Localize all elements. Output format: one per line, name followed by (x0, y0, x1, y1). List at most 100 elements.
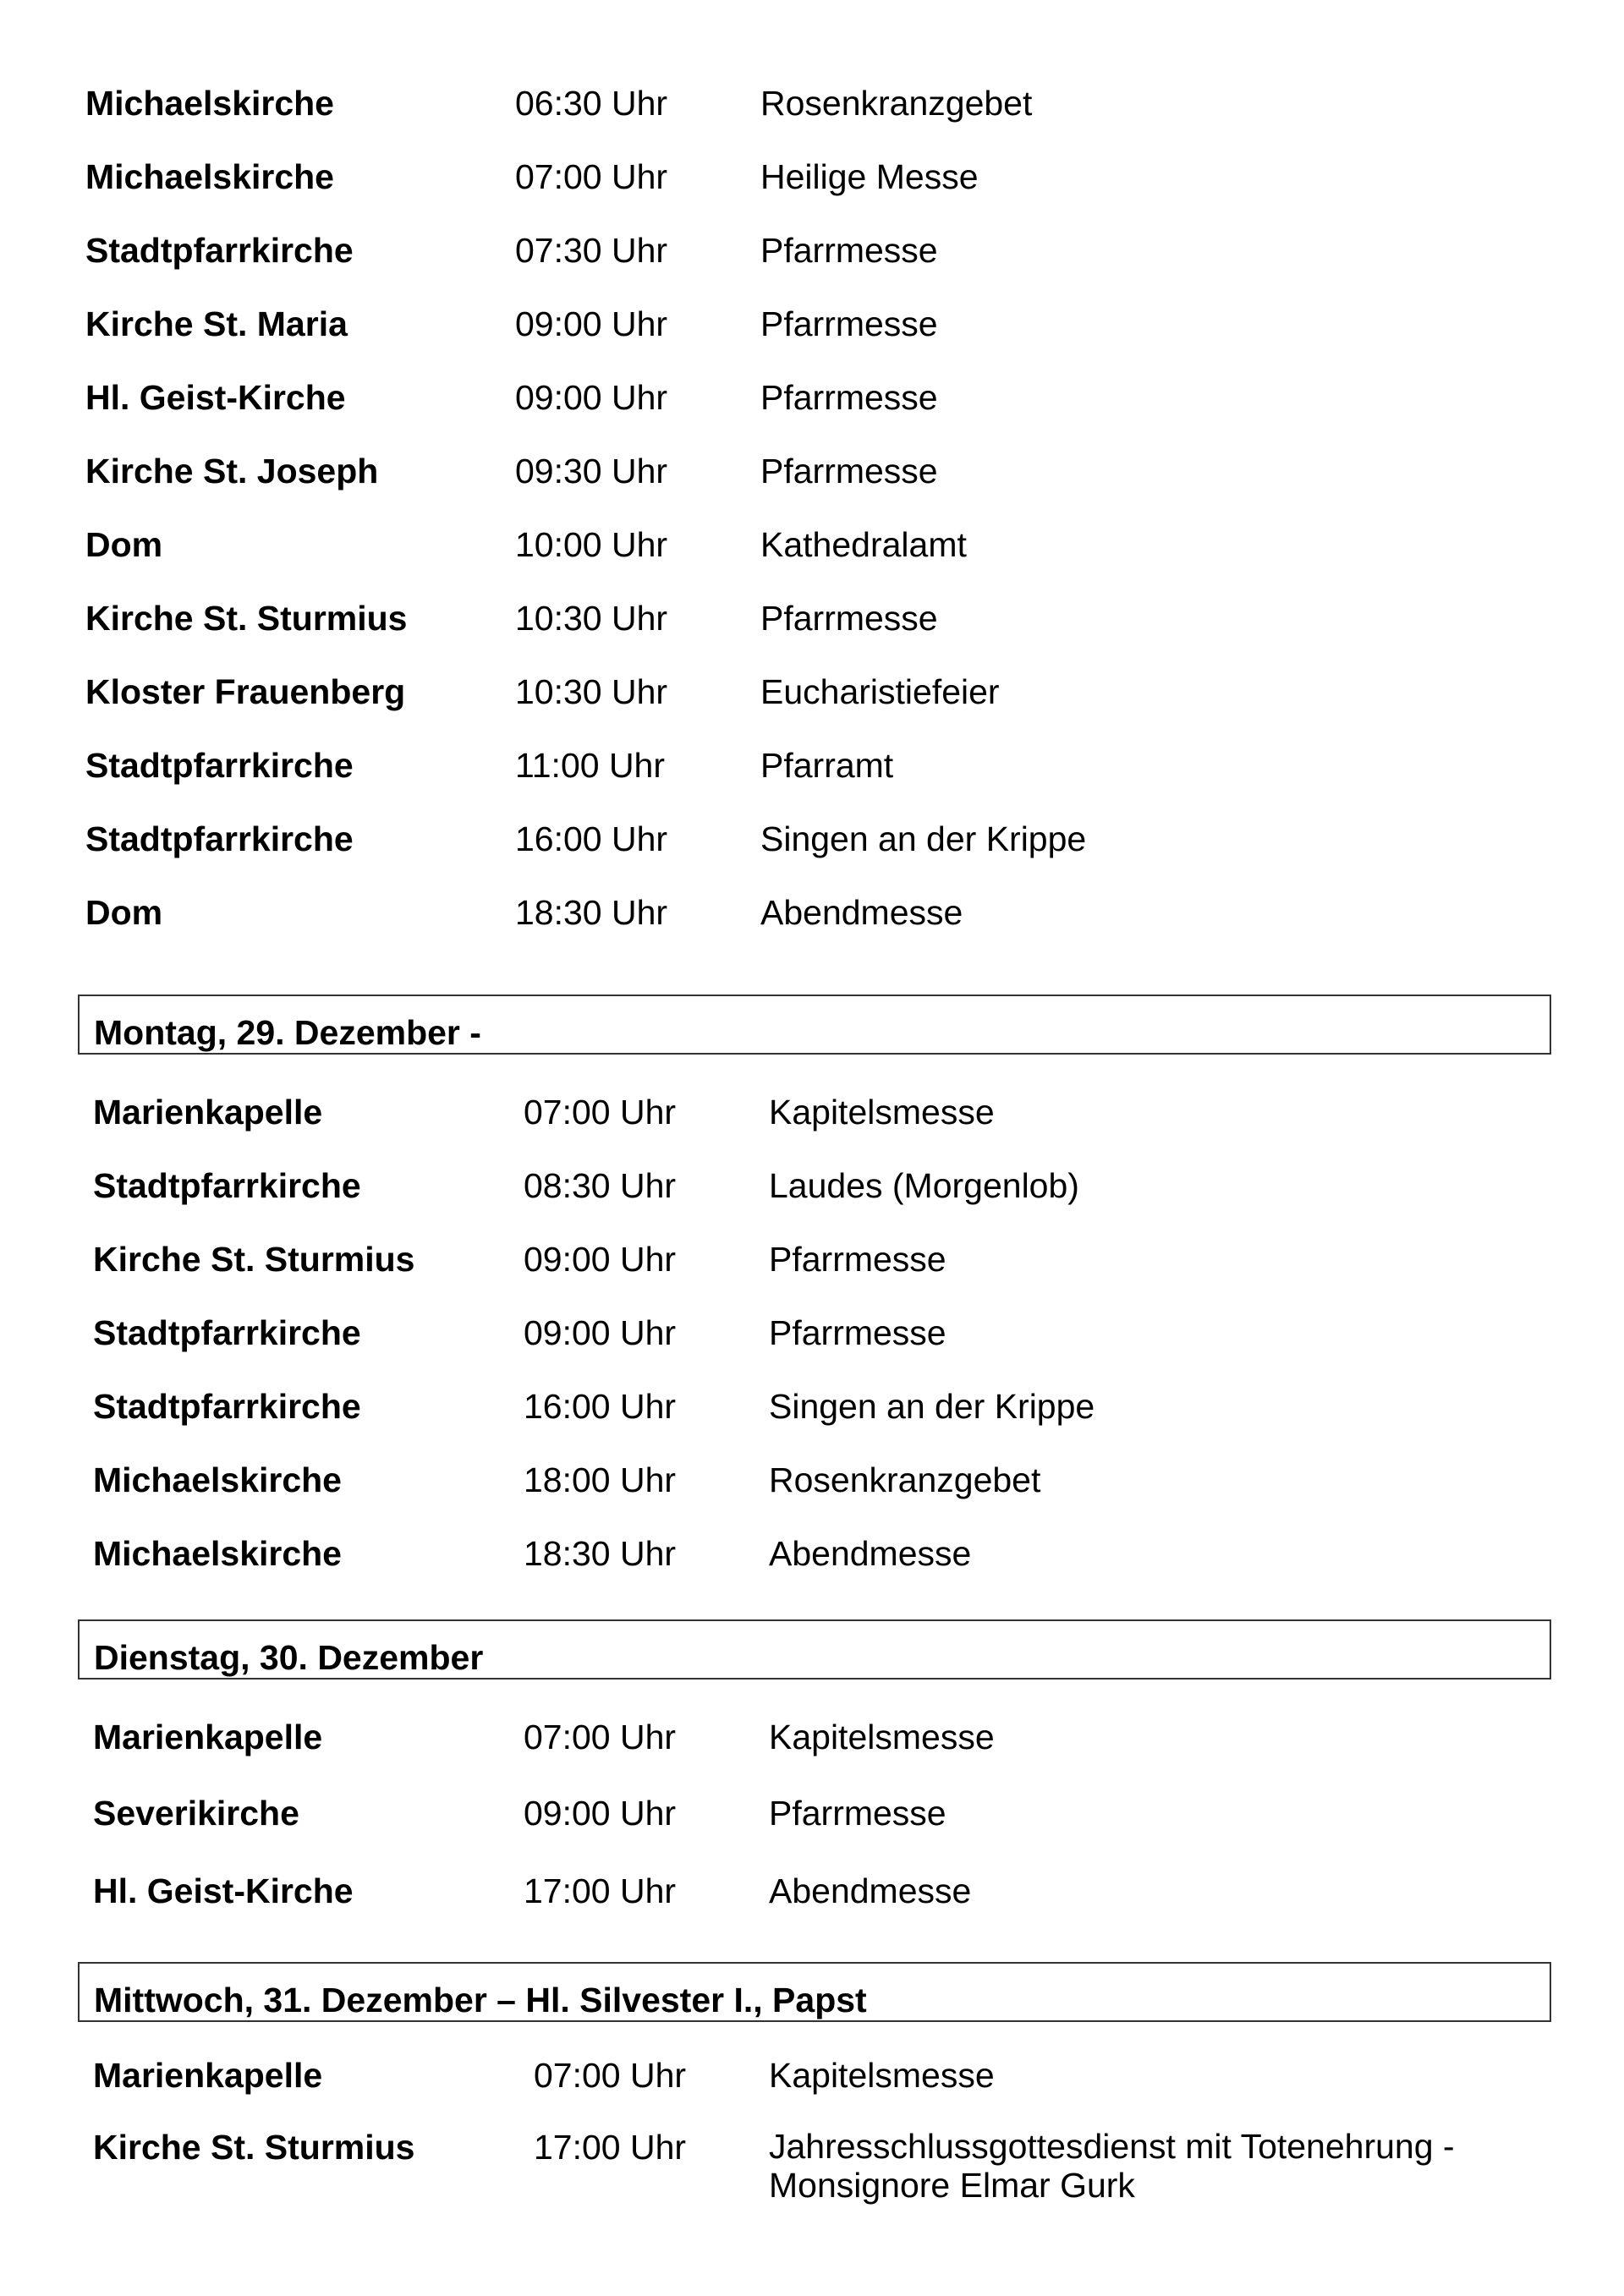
service-name: Kapitelsmesse (769, 2056, 995, 2095)
schedule-row: Dom 18:30 Uhr Abendmesse (0, 892, 1624, 933)
service-time: 07:00 Uhr (534, 2056, 687, 2095)
schedule-row: Hl. Geist-Kirche 17:00 Uhr Abendmesse (0, 1871, 1624, 1911)
service-time: 11:00 Uhr (515, 746, 666, 785)
service-name: Pfarrmesse (760, 304, 938, 343)
church-name: Stadtpfarrkirche (93, 1387, 361, 1426)
church-name: Kirche St. Sturmius (85, 599, 408, 638)
day-header: Montag, 29. Dezember - (78, 995, 1551, 1055)
service-time: 17:00 Uhr (534, 2128, 687, 2167)
day-title: Dienstag, 30. Dezember (94, 1638, 484, 1677)
service-name: Abendmesse (769, 1534, 972, 1573)
service-time: 06:30 Uhr (515, 84, 668, 123)
service-name: Rosenkranzgebet (769, 1460, 1041, 1499)
service-time: 09:00 Uhr (524, 1313, 677, 1352)
service-time: 10:30 Uhr (515, 599, 668, 638)
service-name: Pfarrmesse (760, 231, 938, 270)
service-time: 08:30 Uhr (524, 1166, 677, 1205)
service-name: Abendmesse (760, 893, 963, 932)
church-name: Severikirche (93, 1794, 299, 1833)
schedule-row: Stadtpfarrkirche 11:00 Uhr Pfarramt (0, 745, 1624, 786)
service-name: Jahresschlussgottesdienst mit Totenehrun… (769, 2127, 1455, 2205)
service-time: 09:00 Uhr (524, 1240, 677, 1279)
church-name: Stadtpfarrkirche (85, 231, 354, 270)
church-name: Stadtpfarrkirche (93, 1313, 361, 1352)
church-name: Hl. Geist-Kirche (85, 378, 346, 417)
schedule-row: Stadtpfarrkirche 16:00 Uhr Singen an der K… (0, 1386, 1624, 1427)
service-time: 09:00 Uhr (515, 304, 668, 343)
service-time: 16:00 Uhr (524, 1387, 677, 1426)
church-name: Marienkapelle (93, 1093, 323, 1132)
service-name: Kapitelsmesse (769, 1093, 995, 1132)
church-name: Kirche St. Joseph (85, 452, 379, 490)
schedule-row: Marienkapelle 07:00 Uhr Kapitelsmesse (0, 1092, 1624, 1132)
day-title: Mittwoch, 31. Dezember – Hl. Silvester I… (94, 1981, 867, 2019)
church-name: Kloster Frauenberg (85, 672, 406, 711)
service-name: Heilige Messe (760, 157, 979, 196)
service-time: 07:30 Uhr (515, 231, 668, 270)
church-name: Dom (85, 893, 163, 932)
service-time: 18:30 Uhr (524, 1534, 677, 1573)
service-name: Pfarrmesse (760, 599, 938, 638)
schedule-row: Marienkapelle 07:00 Uhr Kapitelsmesse (0, 1717, 1624, 1757)
schedule-row: Hl. Geist-Kirche 09:00 Uhr Pfarrmesse (0, 377, 1624, 418)
service-time: 16:00 Uhr (515, 819, 668, 858)
schedule-row: Severikirche 09:00 Uhr Pfarrmesse (0, 1793, 1624, 1833)
schedule-row: Stadtpfarrkirche 07:30 Uhr Pfarrmesse (0, 230, 1624, 271)
service-time: 10:00 Uhr (515, 525, 668, 564)
church-name: Michaelskirche (85, 157, 334, 196)
service-name: Pfarrmesse (760, 378, 938, 417)
church-name: Kirche St. Sturmius (93, 2128, 415, 2167)
church-name: Stadtpfarrkirche (93, 1166, 361, 1205)
service-name: Kapitelsmesse (769, 1718, 995, 1756)
day-title: Montag, 29. Dezember - (94, 1013, 481, 1052)
service-time: 18:00 Uhr (524, 1460, 677, 1499)
church-name: Kirche St. Sturmius (93, 1240, 415, 1279)
service-name: Kathedralamt (760, 525, 967, 564)
service-time: 09:30 Uhr (515, 452, 668, 490)
day-header: Dienstag, 30. Dezember (78, 1619, 1551, 1680)
schedule-row: Kirche St. Sturmius 17:00 Uhr Jahresschlus… (0, 2127, 1624, 2205)
schedule-row: Michaelskirche 18:00 Uhr Rosenkranzgebet (0, 1460, 1624, 1500)
service-time: 09:00 Uhr (515, 378, 668, 417)
schedule-row: Kirche St. Joseph 09:30 Uhr Pfarrmesse (0, 451, 1624, 491)
schedule-row: Marienkapelle 07:00 Uhr Kapitelsmesse (0, 2055, 1624, 2096)
service-name: Pfarrmesse (769, 1313, 946, 1352)
service-name: Abendmesse (769, 1871, 972, 1910)
service-time: 17:00 Uhr (524, 1871, 677, 1910)
service-time: 07:00 Uhr (524, 1093, 677, 1132)
church-name: Michaelskirche (93, 1534, 342, 1573)
schedule-row: Michaelskirche 18:30 Uhr Abendmesse (0, 1533, 1624, 1574)
service-name: Eucharistiefeier (760, 672, 1000, 711)
schedule-row: Dom 10:00 Uhr Kathedralamt (0, 524, 1624, 565)
service-time: 10:30 Uhr (515, 672, 668, 711)
schedule-row: Michaelskirche 07:00 Uhr Heilige Messe (0, 156, 1624, 197)
service-name: Singen an der Krippe (769, 1387, 1095, 1426)
service-time: 09:00 Uhr (524, 1794, 677, 1833)
church-name: Marienkapelle (93, 2056, 323, 2095)
service-name: Pfarramt (760, 746, 894, 785)
schedule-row: Stadtpfarrkirche 08:30 Uhr Laudes (Morgenl… (0, 1165, 1624, 1206)
church-name: Kirche St. Maria (85, 304, 348, 343)
schedule-row: Kirche St. Sturmius 10:30 Uhr Pfarrmesse (0, 598, 1624, 638)
schedule-row: Michaelskirche 06:30 Uhr Rosenkranzgebet (0, 83, 1624, 123)
service-name: Pfarrmesse (769, 1794, 946, 1833)
service-name: Rosenkranzgebet (760, 84, 1033, 123)
schedule-row: Kirche St. Sturmius 09:00 Uhr Pfarrmesse (0, 1239, 1624, 1280)
day-header: Mittwoch, 31. Dezember – Hl. Silvester I… (78, 1962, 1551, 2022)
church-name: Michaelskirche (93, 1460, 342, 1499)
schedule-row: Kloster Frauenberg 10:30 Uhr Eucharistiefe… (0, 671, 1624, 712)
church-name: Hl. Geist-Kirche (93, 1871, 354, 1910)
church-name: Michaelskirche (85, 84, 334, 123)
service-name: Laudes (Morgenlob) (769, 1166, 1079, 1205)
church-name: Dom (85, 525, 163, 564)
schedule-row: Stadtpfarrkirche 09:00 Uhr Pfarrmesse (0, 1312, 1624, 1353)
church-name: Stadtpfarrkirche (85, 746, 354, 785)
service-name: Singen an der Krippe (760, 819, 1087, 858)
schedule-row: Kirche St. Maria 09:00 Uhr Pfarrmesse (0, 304, 1624, 344)
service-time: 07:00 Uhr (524, 1718, 677, 1756)
church-name: Stadtpfarrkirche (85, 819, 354, 858)
service-time: 18:30 Uhr (515, 893, 668, 932)
service-time: 07:00 Uhr (515, 157, 668, 196)
church-name: Marienkapelle (93, 1718, 323, 1756)
service-name: Pfarrmesse (769, 1240, 946, 1279)
